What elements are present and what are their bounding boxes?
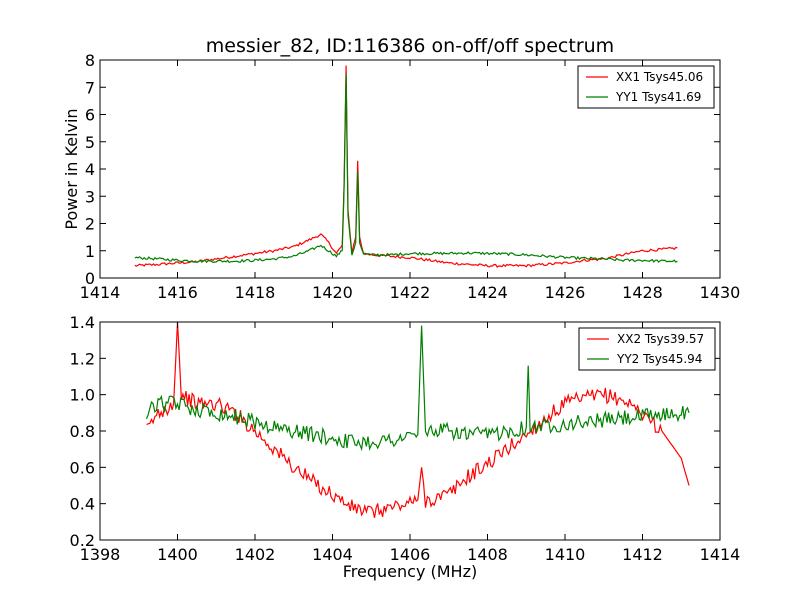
series-group <box>134 65 678 268</box>
y-tick-label: 5 <box>85 133 95 152</box>
legend: XX2 Tsys39.57 YY2 Tsys45.94 <box>578 327 716 371</box>
x-tick-label: 1406 <box>390 545 431 564</box>
x-tick-label: 1402 <box>235 545 276 564</box>
x-tick-label: 1420 <box>312 283 353 302</box>
x-tick-label: 1400 <box>157 545 198 564</box>
x-tick-label: 1430 <box>700 283 741 302</box>
y-tick-label: 8 <box>85 51 95 70</box>
x-tick-label: 1416 <box>157 283 198 302</box>
y-tick-label: 4 <box>85 160 95 179</box>
x-tick-label: 1398 <box>80 545 121 564</box>
chart-title: messier_82, ID:116386 on-off/off spectru… <box>206 35 614 57</box>
x-tick-label: 1408 <box>467 545 508 564</box>
legend-label-2: YY1 Tsys41.69 <box>615 90 701 104</box>
y-tick-label: 1 <box>85 242 95 261</box>
y-tick-label: 0.6 <box>70 458 95 477</box>
x-tick-label: 1414 <box>80 283 121 302</box>
series-group <box>145 322 690 518</box>
legend-label-1: XX2 Tsys39.57 <box>617 332 704 346</box>
x-tick-label: 1412 <box>622 545 663 564</box>
series-line-2 <box>145 325 690 452</box>
legend-label-1: XX1 Tsys45.06 <box>616 70 703 84</box>
y-tick-label: 2 <box>85 215 95 234</box>
series-line-1 <box>134 65 678 268</box>
y-tick-label: 7 <box>85 78 95 97</box>
x-tick-label: 1414 <box>700 545 741 564</box>
y-tick-label: 1.4 <box>70 313 95 332</box>
legend-label-2: YY2 Tsys45.94 <box>616 352 702 366</box>
y-tick-label: 1.2 <box>70 349 95 368</box>
y-tick-label: 3 <box>85 187 95 206</box>
x-tick-label: 1418 <box>235 283 276 302</box>
x-tick-label: 1428 <box>622 283 663 302</box>
y-tick-label: 1.0 <box>70 386 95 405</box>
x-tick-label: 1404 <box>312 545 353 564</box>
x-axis-label: Frequency (MHz) <box>343 562 477 581</box>
legend: XX1 Tsys45.06 YY1 Tsys41.69 <box>577 65 715 109</box>
chart-panel-1: 1414 1416 1418 1420 1422 1424 1426 1428 1430 0 1 2 3… <box>62 51 740 302</box>
x-tick-label: 1424 <box>467 283 508 302</box>
series-line-2 <box>134 73 678 264</box>
x-tick-label: 1422 <box>390 283 431 302</box>
legend-box <box>578 327 716 371</box>
y-tick-label: 6 <box>85 106 95 125</box>
x-tick-label: 1410 <box>545 545 586 564</box>
y-tick-label: 0.8 <box>70 422 95 441</box>
y-axis-label: Power in Kelvin <box>62 108 81 229</box>
chart-panel-2: 1398 1400 1402 1404 1406 1408 1410 1412 1414 0.2 0… <box>70 313 741 581</box>
y-tick-label: 0.4 <box>70 495 95 514</box>
y-tick-label: 0 <box>85 269 95 288</box>
x-tick-label: 1426 <box>545 283 586 302</box>
y-tick-label: 0.2 <box>70 531 95 550</box>
legend-box <box>577 65 715 109</box>
